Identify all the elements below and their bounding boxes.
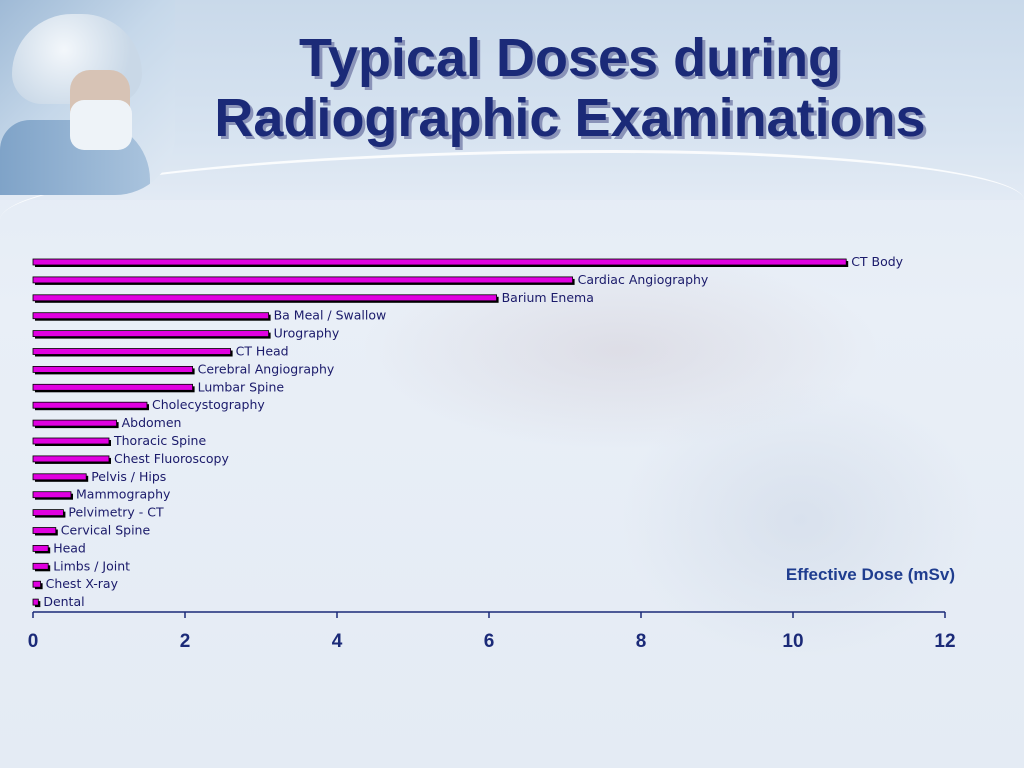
x-tick-label: 0	[28, 631, 39, 652]
bar-label: Limbs / Joint	[53, 558, 130, 573]
x-tick-label: 10	[782, 631, 803, 652]
bar	[32, 348, 232, 355]
x-tick-label: 2	[180, 631, 191, 652]
surgeon-photo	[0, 0, 175, 195]
bar-label: Barium Enema	[502, 290, 594, 305]
bar-label: Thoracic Spine	[113, 433, 206, 448]
x-tick-label: 4	[332, 631, 343, 652]
bar-label: CT Head	[236, 344, 289, 359]
bar	[32, 258, 847, 266]
bar-label: Head	[53, 540, 86, 555]
bar-label: Cardiac Angiography	[578, 272, 709, 287]
bar	[32, 437, 110, 445]
bar	[32, 294, 498, 302]
bar-label: Pelvis / Hips	[91, 469, 166, 484]
bar	[32, 545, 49, 552]
bar	[32, 330, 270, 338]
bar-label: Pelvimetry - CT	[68, 505, 164, 520]
bar	[32, 473, 87, 481]
bar-label: Chest X-ray	[46, 576, 119, 591]
bar	[32, 562, 49, 570]
bar	[32, 383, 194, 391]
slide-title-line1: Typical Doses during	[298, 28, 842, 88]
bar-label: Lumbar Spine	[198, 379, 285, 394]
bar	[32, 276, 573, 284]
bar	[32, 527, 57, 534]
bar	[32, 491, 72, 499]
x-axis-title: Effective Dose (mSv)	[786, 565, 955, 584]
bar-label: Cerebral Angiography	[198, 361, 335, 376]
x-tick-label: 12	[934, 631, 955, 652]
header-arc	[0, 150, 1024, 223]
bar	[32, 401, 148, 409]
x-tick-label: 8	[636, 631, 647, 652]
bar-label: CT Body	[851, 254, 903, 269]
slide-title: Typical Doses during Radiographic Examin…	[150, 28, 990, 148]
bar-label: Chest Fluoroscopy	[114, 451, 229, 466]
background-decoration	[620, 380, 980, 660]
bar	[32, 509, 64, 517]
bar-label: Cervical Spine	[61, 523, 151, 538]
bar-label: Cholecystography	[152, 397, 265, 412]
bar-label: Dental	[43, 594, 84, 609]
bar	[32, 455, 110, 463]
bar-label: Ba Meal / Swallow	[274, 308, 387, 323]
bar-label: Urography	[274, 326, 340, 341]
bar	[32, 419, 117, 427]
bar	[32, 580, 41, 588]
bar	[32, 312, 270, 320]
bar-label: Mammography	[76, 487, 171, 502]
bar-label: Abdomen	[122, 415, 182, 430]
bar	[32, 365, 194, 373]
x-tick-label: 6	[484, 631, 495, 652]
slide-title-line2: Radiographic Examinations	[214, 88, 926, 148]
surgical-mask	[70, 100, 132, 150]
bar	[32, 598, 39, 606]
